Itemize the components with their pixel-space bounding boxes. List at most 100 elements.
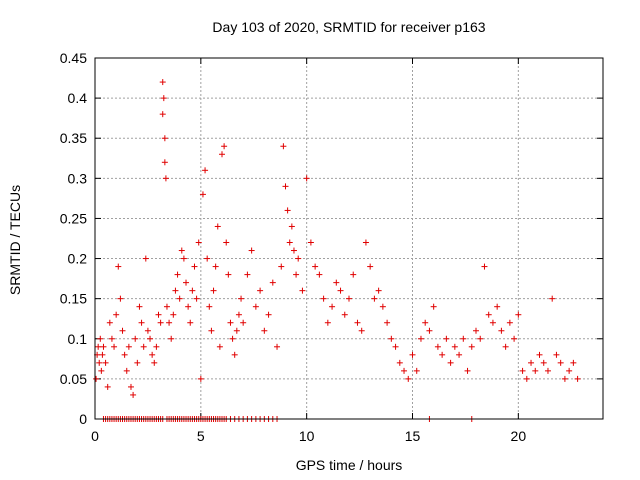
data-point — [161, 159, 168, 166]
data-point — [379, 303, 386, 310]
y-tick-label: 0.1 — [68, 331, 88, 347]
grid-lines — [95, 58, 603, 419]
data-point — [160, 95, 167, 102]
data-point — [473, 327, 479, 334]
data-point — [566, 367, 573, 374]
data-point — [187, 319, 194, 326]
data-point — [111, 343, 118, 350]
data-point — [439, 351, 446, 358]
data-point — [284, 207, 291, 214]
data-point — [544, 367, 551, 374]
data-point — [159, 111, 166, 118]
data-point — [417, 335, 424, 342]
data-point — [104, 383, 111, 390]
data-point — [286, 239, 293, 246]
data-point — [93, 375, 100, 382]
data-point — [337, 287, 344, 294]
data-point — [185, 303, 192, 310]
data-point — [401, 367, 408, 374]
data-point — [329, 303, 336, 310]
data-point — [489, 319, 496, 326]
data-point — [570, 359, 577, 366]
data-point — [123, 367, 130, 374]
data-point — [485, 311, 492, 318]
data-point — [392, 343, 399, 350]
data-point — [354, 319, 361, 326]
data-point — [199, 191, 206, 198]
data-point — [157, 319, 164, 326]
x-axis-label: GPS time / hours — [296, 457, 403, 473]
data-point — [274, 343, 281, 350]
data-point — [434, 343, 441, 350]
data-point — [375, 287, 382, 294]
data-point — [225, 271, 232, 278]
data-point — [523, 375, 530, 382]
data-point — [282, 183, 289, 190]
data-point — [166, 319, 173, 326]
data-point — [367, 263, 374, 270]
data-point — [561, 375, 568, 382]
data-point — [477, 335, 484, 342]
data-point — [189, 287, 196, 294]
data-point — [333, 279, 340, 286]
data-point — [409, 351, 416, 358]
y-tick-label: 0.35 — [60, 130, 87, 146]
data-point — [130, 391, 137, 398]
data-point — [388, 335, 395, 342]
x-tick-label: 20 — [511, 428, 527, 444]
data-point — [320, 295, 327, 302]
data-point — [172, 287, 179, 294]
axis-ticks — [94, 57, 603, 420]
data-point — [168, 335, 175, 342]
data-point — [290, 247, 297, 254]
data-point — [532, 367, 539, 374]
data-point — [430, 303, 437, 310]
data-point — [422, 319, 429, 326]
data-point — [238, 295, 245, 302]
data-point — [176, 295, 183, 302]
data-point — [371, 295, 378, 302]
data-point — [549, 295, 556, 302]
data-point — [125, 343, 132, 350]
data-point — [99, 351, 106, 358]
data-point — [384, 319, 391, 326]
data-point — [447, 359, 454, 366]
data-point — [159, 79, 166, 86]
data-point — [144, 327, 151, 334]
data-point — [138, 319, 145, 326]
data-point — [396, 359, 403, 366]
data-point — [216, 343, 223, 350]
data-point — [451, 343, 458, 350]
data-point — [244, 271, 251, 278]
data-point — [98, 367, 105, 374]
data-point — [161, 135, 168, 142]
y-tick-label: 0 — [79, 411, 87, 427]
data-point — [280, 143, 287, 150]
data-point — [153, 343, 160, 350]
y-tick-label: 0.25 — [60, 210, 87, 226]
data-point — [100, 343, 107, 350]
data-point — [132, 335, 139, 342]
data-point — [324, 319, 331, 326]
data-point — [202, 167, 209, 174]
data-point — [295, 255, 302, 262]
data-point — [240, 319, 247, 326]
data-point — [197, 375, 204, 382]
data-point — [119, 327, 126, 334]
data-point — [95, 343, 102, 350]
y-tick-label: 0.45 — [60, 50, 87, 66]
data-point — [151, 359, 158, 366]
data-point — [312, 263, 319, 270]
data-point — [136, 303, 143, 310]
data-point — [426, 327, 433, 334]
data-point — [235, 311, 242, 318]
data-point — [481, 263, 488, 270]
data-point — [519, 367, 526, 374]
data-point — [140, 343, 147, 350]
y-axis-label: SRMTID / TECUs — [7, 185, 23, 295]
data-point — [346, 295, 352, 302]
data-point — [528, 359, 535, 366]
y-tick-label: 0.3 — [68, 170, 88, 186]
data-point — [117, 295, 124, 302]
data-point — [405, 375, 412, 382]
